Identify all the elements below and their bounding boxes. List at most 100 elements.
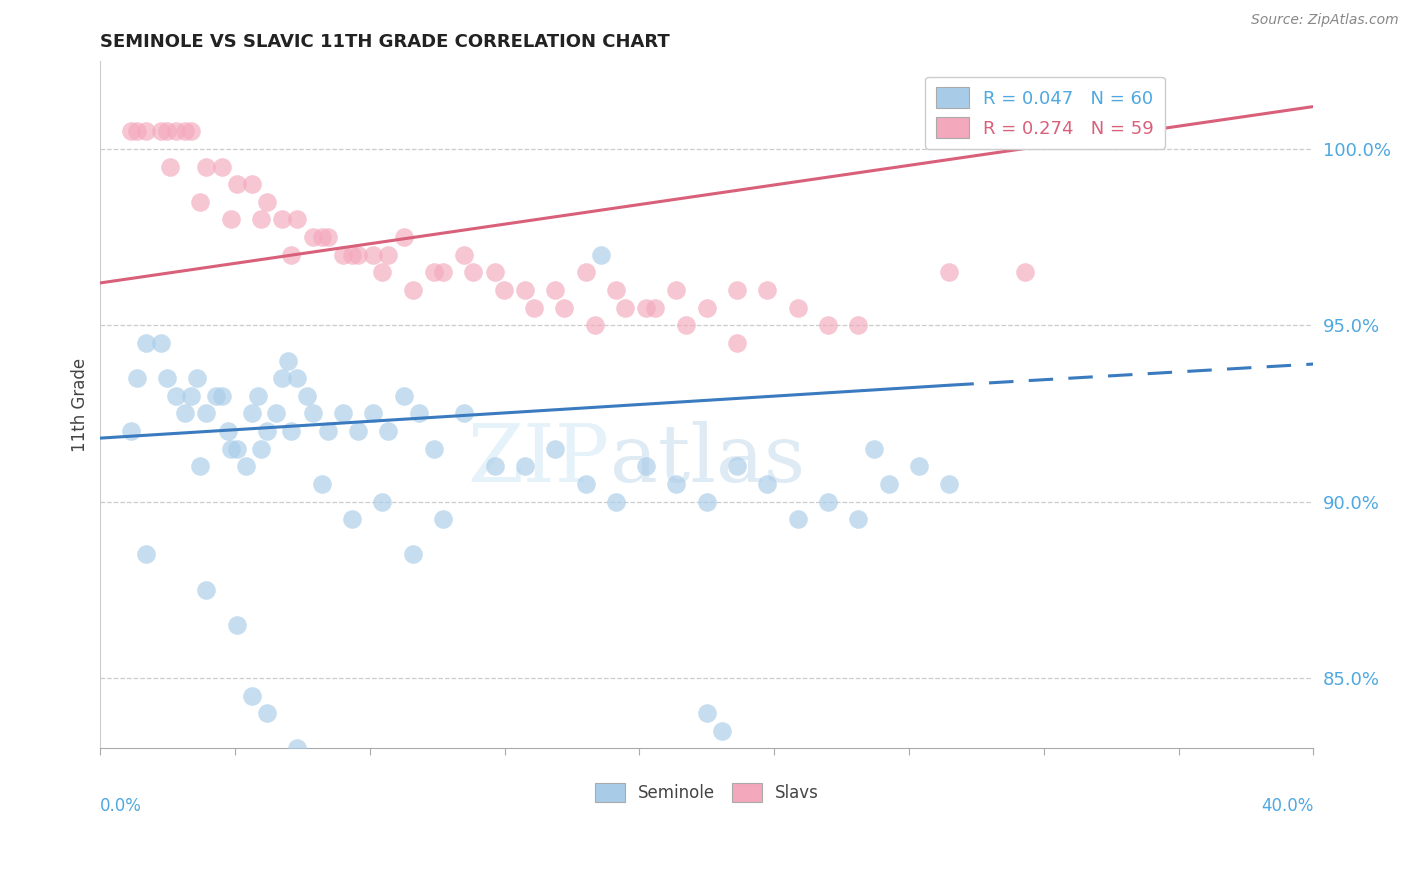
Point: [190, 194, 212, 209]
Point: [217, 424, 239, 438]
Point: [665, 477, 688, 491]
Point: [371, 494, 394, 508]
Point: [250, 442, 273, 456]
Point: [280, 248, 302, 262]
Point: [938, 477, 960, 491]
Point: [377, 424, 399, 438]
Point: [150, 335, 173, 350]
Point: [225, 177, 247, 191]
Point: [280, 424, 302, 438]
Point: [644, 301, 666, 315]
Point: [211, 389, 233, 403]
Point: [862, 442, 884, 456]
Point: [180, 389, 202, 403]
Point: [613, 301, 636, 315]
Point: [125, 124, 148, 138]
Point: [513, 459, 536, 474]
Point: [165, 389, 187, 403]
Point: [484, 459, 506, 474]
Point: [277, 353, 299, 368]
Point: [1014, 265, 1036, 279]
Point: [938, 265, 960, 279]
Point: [636, 459, 658, 474]
Point: [786, 301, 808, 315]
Point: [332, 406, 354, 420]
Point: [675, 318, 697, 333]
Point: [271, 759, 294, 773]
Text: SEMINOLE VS SLAVIC 11TH GRADE CORRELATION CHART: SEMINOLE VS SLAVIC 11TH GRADE CORRELATIO…: [100, 33, 671, 51]
Point: [340, 512, 363, 526]
Point: [120, 424, 142, 438]
Point: [340, 248, 363, 262]
Point: [287, 371, 309, 385]
Point: [402, 283, 425, 297]
Point: [174, 124, 197, 138]
Point: [316, 424, 339, 438]
Point: [219, 212, 242, 227]
Point: [135, 548, 157, 562]
Point: [174, 406, 197, 420]
Point: [696, 301, 718, 315]
Point: [432, 265, 454, 279]
Point: [316, 230, 339, 244]
Point: [725, 335, 748, 350]
Point: [544, 442, 567, 456]
Point: [574, 477, 596, 491]
Point: [240, 406, 263, 420]
Point: [553, 301, 575, 315]
Point: [432, 512, 454, 526]
Point: [392, 230, 415, 244]
Point: [583, 318, 606, 333]
Point: [240, 177, 263, 191]
Point: [311, 477, 333, 491]
Point: [710, 723, 733, 738]
Point: [756, 477, 779, 491]
Point: [250, 212, 273, 227]
Point: [725, 283, 748, 297]
Point: [311, 230, 333, 244]
Point: [361, 406, 384, 420]
Point: [408, 406, 430, 420]
Point: [256, 706, 278, 721]
Point: [204, 389, 226, 403]
Y-axis label: 11th Grade: 11th Grade: [72, 358, 89, 451]
Point: [135, 335, 157, 350]
Point: [235, 459, 257, 474]
Point: [589, 248, 612, 262]
Text: ZIP: ZIP: [468, 421, 610, 499]
Point: [271, 371, 294, 385]
Point: [287, 212, 309, 227]
Point: [247, 389, 270, 403]
Point: [156, 371, 179, 385]
Point: [492, 283, 515, 297]
Point: [295, 389, 318, 403]
Point: [165, 124, 187, 138]
Point: [371, 265, 394, 279]
Point: [287, 741, 309, 756]
Point: [423, 265, 446, 279]
Point: [908, 459, 931, 474]
Point: [361, 248, 384, 262]
Point: [271, 212, 294, 227]
Point: [848, 318, 870, 333]
Text: atlas: atlas: [610, 421, 804, 499]
Point: [463, 265, 485, 279]
Point: [156, 124, 179, 138]
Point: [605, 494, 627, 508]
Point: [605, 283, 627, 297]
Point: [190, 459, 212, 474]
Point: [301, 406, 323, 420]
Point: [402, 548, 425, 562]
Point: [180, 124, 202, 138]
Point: [332, 248, 354, 262]
Point: [186, 371, 208, 385]
Legend: Seminole, Slavs: Seminole, Slavs: [588, 776, 825, 809]
Point: [696, 706, 718, 721]
Point: [125, 371, 148, 385]
Point: [211, 160, 233, 174]
Point: [484, 265, 506, 279]
Point: [159, 160, 181, 174]
Point: [817, 494, 839, 508]
Point: [377, 248, 399, 262]
Point: [392, 389, 415, 403]
